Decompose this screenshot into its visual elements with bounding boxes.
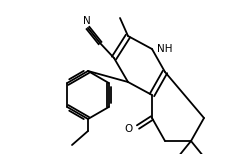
Text: NH: NH bbox=[157, 44, 173, 54]
Text: N: N bbox=[83, 16, 91, 26]
Text: O: O bbox=[125, 124, 133, 134]
